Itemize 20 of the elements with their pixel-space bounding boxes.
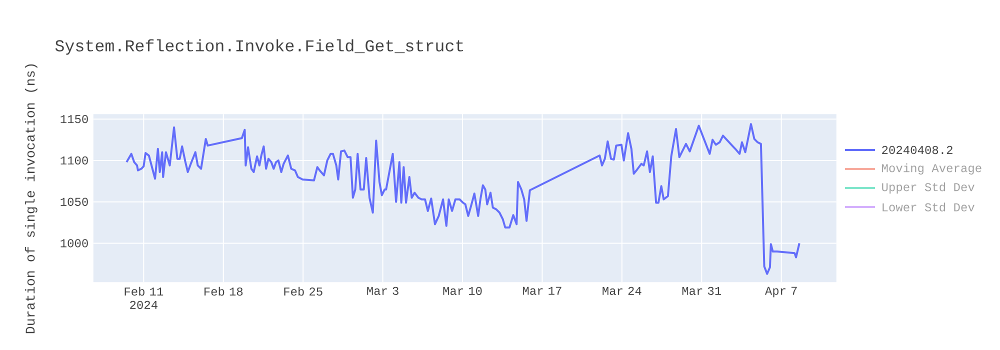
line-series [126,123,800,275]
y-tick-label: 1150 [60,115,88,124]
legend-label: Lower Std Dev [882,202,974,212]
x-tick-label: Mar 24 [602,286,642,295]
legend-label: Upper Std Dev [882,182,974,194]
x-tick-label: Mar 31 [682,286,722,295]
x-tick-label: Feb 25 [284,286,322,296]
x-tick-label: Mar 10 [443,286,482,295]
legend-label: 20240408.2 [882,146,952,154]
x-tick-label: Mar 3 [367,286,398,295]
x-tick-label: Feb 11 2024 [124,286,164,309]
x-tick-label: Feb 18 [204,286,243,296]
x-tick-label: Apr 7 [764,286,797,298]
y-tick-label: 1100 [60,156,88,165]
y-tick-label: 1050 [60,198,88,206]
y-axis-title: Duration of single invocation (ns) [24,64,38,334]
x-tick-label: Mar 17 [522,286,562,295]
chart-title: System.Reflection.Invoke.Field_Get_struct [55,39,463,55]
y-tick-label: 1000 [60,239,88,248]
legend-label: Moving Average [882,163,982,175]
